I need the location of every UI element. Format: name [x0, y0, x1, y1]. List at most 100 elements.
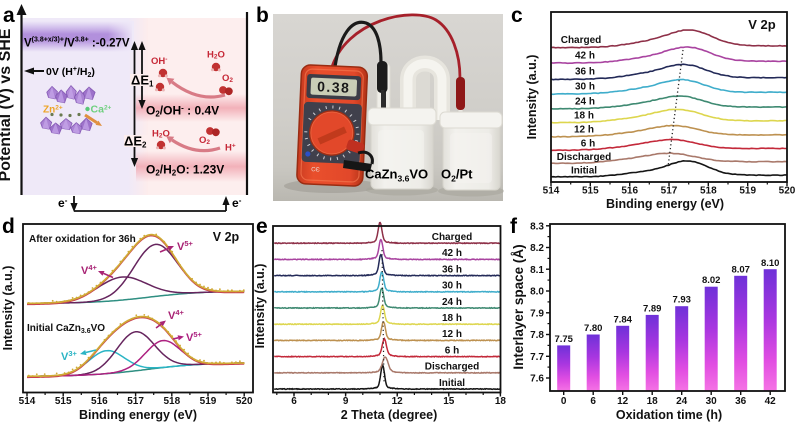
- svg-text:514: 514: [543, 186, 560, 197]
- svg-text:519: 519: [739, 186, 756, 197]
- svg-text:7.8: 7.8: [530, 330, 544, 341]
- svg-text:a: a: [3, 4, 15, 27]
- svg-text:Initial: Initial: [571, 166, 597, 177]
- svg-text:518: 518: [700, 186, 717, 197]
- svg-text:30: 30: [706, 396, 718, 407]
- svg-text:7.9: 7.9: [530, 308, 544, 319]
- svg-text:30 h: 30 h: [575, 82, 595, 93]
- svg-text:8.02: 8.02: [702, 275, 721, 286]
- svg-text:517: 517: [661, 186, 678, 197]
- svg-text:V3+: V3+: [61, 349, 78, 363]
- svg-text:0.38: 0.38: [317, 78, 351, 95]
- svg-text:518: 518: [163, 396, 180, 407]
- svg-text:Charged: Charged: [432, 232, 473, 243]
- svg-text:d: d: [2, 215, 15, 238]
- svg-text:8.0: 8.0: [530, 287, 544, 298]
- svg-text:15: 15: [443, 396, 455, 407]
- svg-text:24: 24: [676, 396, 688, 407]
- svg-text:24 h: 24 h: [575, 96, 595, 107]
- svg-text:Intensity (a.u.): Intensity (a.u.): [525, 55, 539, 140]
- svg-text:7.6: 7.6: [530, 374, 544, 385]
- svg-text:b: b: [256, 4, 269, 27]
- svg-text:0V (H+/H2): 0V (H+/H2): [46, 66, 95, 79]
- svg-text:f: f: [510, 215, 518, 238]
- svg-text:V 2p: V 2p: [748, 17, 776, 32]
- svg-text:Zn2+: Zn2+: [43, 105, 63, 116]
- svg-text:OH-: OH-: [151, 56, 167, 67]
- svg-text:e-: e-: [58, 196, 68, 210]
- svg-text:V4+: V4+: [81, 263, 98, 277]
- svg-text:Interlayer space (Å): Interlayer space (Å): [511, 244, 526, 369]
- svg-text:ΔE2: ΔE2: [124, 134, 147, 150]
- svg-text:24 h: 24 h: [442, 297, 462, 308]
- svg-text:6 h: 6 h: [581, 138, 595, 149]
- svg-text:Binding energy (eV): Binding energy (eV): [606, 197, 724, 211]
- svg-text:42: 42: [765, 396, 777, 407]
- svg-text:12: 12: [392, 396, 404, 407]
- svg-text:Intensity (a.u.): Intensity (a.u.): [1, 266, 15, 351]
- svg-text:Binding energy (eV): Binding energy (eV): [79, 408, 197, 422]
- svg-text:517: 517: [127, 396, 144, 407]
- svg-text:6 h: 6 h: [445, 345, 459, 356]
- svg-text:520: 520: [779, 186, 796, 197]
- svg-text:18 h: 18 h: [442, 313, 462, 324]
- svg-text:8.2: 8.2: [530, 243, 544, 254]
- svg-text:516: 516: [91, 396, 108, 407]
- svg-text:Discharged: Discharged: [557, 152, 611, 163]
- svg-text:Oxidation time (h): Oxidation time (h): [616, 408, 722, 422]
- svg-text:7.84: 7.84: [613, 314, 632, 325]
- svg-text:6: 6: [590, 396, 596, 407]
- svg-text:12 h: 12 h: [442, 329, 462, 340]
- svg-text:18: 18: [647, 396, 659, 407]
- svg-text:12 h: 12 h: [574, 125, 594, 136]
- svg-text:8.10: 8.10: [761, 258, 780, 269]
- svg-text:7.89: 7.89: [643, 303, 662, 314]
- svg-text:9: 9: [343, 396, 349, 407]
- svg-text:514: 514: [19, 396, 36, 407]
- svg-text:O2/H2O: 1.23V: O2/H2O: 1.23V: [146, 163, 224, 178]
- svg-text:520: 520: [236, 396, 253, 407]
- svg-text:c: c: [511, 4, 523, 27]
- svg-text:O2: O2: [199, 135, 210, 146]
- svg-text:42 h: 42 h: [575, 51, 595, 62]
- svg-text:ΔE1: ΔE1: [131, 73, 154, 89]
- svg-text:O2: O2: [222, 73, 233, 84]
- svg-text:515: 515: [582, 186, 599, 197]
- svg-text:CЄ: CЄ: [311, 167, 321, 173]
- svg-text:8.3: 8.3: [530, 221, 544, 232]
- svg-text:7.7: 7.7: [530, 352, 544, 363]
- svg-text:e-: e-: [232, 196, 242, 210]
- svg-text:2 Theta (degree): 2 Theta (degree): [341, 408, 438, 422]
- svg-text:0: 0: [561, 396, 567, 407]
- svg-text:H2O: H2O: [152, 129, 170, 140]
- svg-text:18 h: 18 h: [574, 111, 594, 122]
- svg-text:H+: H+: [225, 143, 236, 154]
- svg-text:18: 18: [495, 396, 507, 407]
- svg-text:O2/Pt: O2/Pt: [441, 167, 473, 184]
- svg-text:V 2p: V 2p: [213, 230, 240, 244]
- svg-text:e: e: [256, 215, 268, 238]
- svg-text:6: 6: [291, 396, 297, 407]
- svg-text:36: 36: [735, 396, 747, 407]
- svg-text:8.1: 8.1: [530, 265, 544, 276]
- svg-text:12: 12: [617, 396, 629, 407]
- svg-text:36 h: 36 h: [442, 264, 462, 275]
- svg-text:V5+: V5+: [186, 330, 203, 344]
- svg-text:H2O: H2O: [207, 50, 225, 61]
- svg-text:Initial: Initial: [439, 378, 465, 389]
- svg-text:CaZn3.6VO: CaZn3.6VO: [365, 167, 428, 184]
- svg-text:V5+: V5+: [177, 239, 194, 253]
- svg-text:42 h: 42 h: [442, 248, 462, 259]
- svg-text:7.93: 7.93: [672, 295, 691, 306]
- svg-text:7.80: 7.80: [584, 323, 603, 334]
- svg-text:7.75: 7.75: [554, 334, 573, 345]
- svg-text:Initial CaZn3.6VO: Initial CaZn3.6VO: [27, 323, 105, 335]
- svg-text:Intensity (a.u.): Intensity (a.u.): [253, 264, 267, 349]
- svg-text:Potential (V) vs SHE: Potential (V) vs SHE: [0, 28, 14, 181]
- svg-text:V4+: V4+: [168, 308, 185, 322]
- svg-text:516: 516: [621, 186, 638, 197]
- svg-text:36 h: 36 h: [575, 66, 595, 77]
- svg-text:Discharged: Discharged: [425, 362, 479, 373]
- svg-text:30 h: 30 h: [442, 281, 462, 292]
- svg-text:After oxidation for 36h: After oxidation for 36h: [29, 234, 136, 245]
